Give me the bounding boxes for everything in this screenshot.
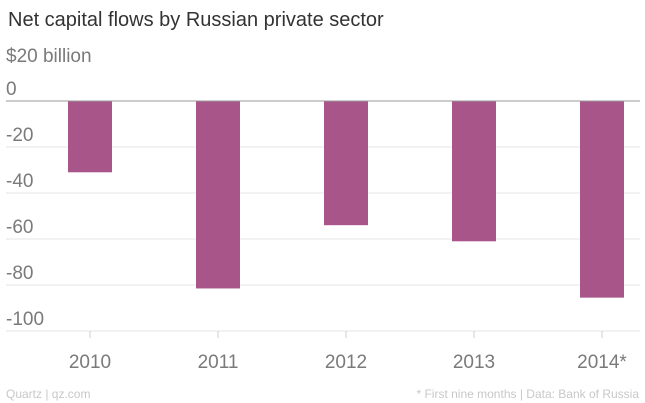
y-unit-label: $20 billion bbox=[6, 46, 92, 67]
footer-source-left: Quartz | qz.com bbox=[6, 387, 90, 401]
footer-source-right: * First nine months | Data: Bank of Russ… bbox=[416, 387, 639, 401]
y-tick-label: -60 bbox=[6, 217, 33, 238]
x-tick-label: 2010 bbox=[69, 352, 111, 373]
x-tick-label: 2014* bbox=[577, 352, 627, 373]
y-axis: -100 -80 -60 -40 -20 0 bbox=[6, 79, 44, 330]
bar-2010 bbox=[68, 101, 112, 173]
y-tick-label: -80 bbox=[6, 263, 33, 284]
y-tick-label: -100 bbox=[6, 309, 44, 330]
y-tick-label: -40 bbox=[6, 171, 33, 192]
bar-2013 bbox=[452, 101, 496, 242]
x-tick-label: 2011 bbox=[198, 352, 239, 373]
bars bbox=[68, 101, 624, 298]
chart-title: Net capital flows by Russian private sec… bbox=[8, 9, 384, 31]
x-tick-label: 2012 bbox=[325, 352, 367, 373]
x-tick-label: 2013 bbox=[453, 352, 495, 373]
y-tick-label: 0 bbox=[6, 79, 17, 100]
y-tick-label: -20 bbox=[6, 125, 33, 146]
bar-2014 bbox=[580, 101, 624, 298]
x-axis: 2010 2011 2012 2013 2014* bbox=[69, 331, 627, 373]
gridlines bbox=[6, 146, 640, 332]
bar-2011 bbox=[196, 101, 240, 289]
bar-2012 bbox=[324, 101, 368, 226]
